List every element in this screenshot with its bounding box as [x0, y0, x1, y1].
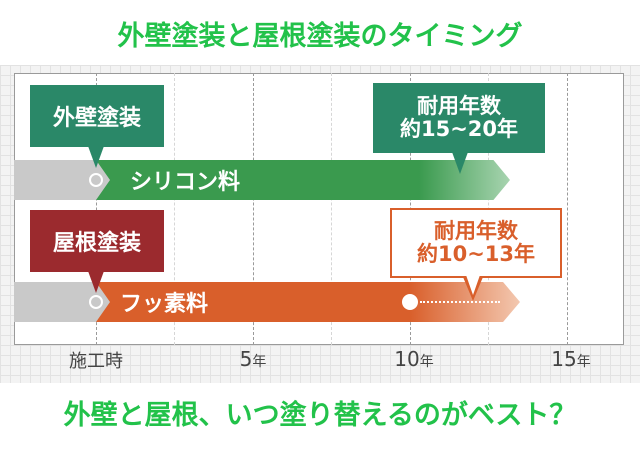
- tick-label: 施工時: [69, 351, 123, 372]
- gridline-minor: [331, 73, 332, 345]
- wall-lifespan-value: 約15~20年: [399, 117, 519, 141]
- wall-lifespan-title: 耐用年数: [417, 93, 501, 118]
- wall-lifespan-pointer-icon: [452, 152, 468, 174]
- chart-title: 外壁塗装と屋根塗装のタイミング: [117, 21, 523, 52]
- tick-number: 10: [394, 347, 420, 371]
- tick-unit: 年: [419, 354, 434, 370]
- tick-unit: 年: [576, 354, 591, 370]
- chart-subtitle: 外壁と屋根、いつ塗り替えるのがベスト？: [63, 400, 577, 431]
- gridline-15-years: [567, 73, 568, 345]
- roof-category-label: 屋根塗装: [52, 231, 141, 256]
- axis-tick-15: 15年: [551, 347, 590, 371]
- tick-number: 15: [551, 347, 577, 371]
- wall-category-tag: 外壁塗装: [30, 85, 164, 147]
- roof-lifespan-title: 耐用年数: [434, 218, 518, 243]
- roof-lifespan-value: 約10~13年: [416, 242, 536, 266]
- roof-10-year-marker: [402, 294, 418, 310]
- fluoro-bar: フッ素料: [96, 282, 520, 322]
- roof-tag-pointer-icon: [88, 271, 104, 293]
- roof-start-marker: [89, 295, 103, 309]
- axis-tick-construction: 施工時: [69, 347, 123, 373]
- roof-lifespan-callout: 耐用年数 約10~13年: [390, 208, 562, 278]
- roof-lifespan-pointer-inner: [466, 275, 480, 295]
- gridline-minor: [174, 73, 175, 345]
- wall-category-label: 外壁塗装: [52, 106, 141, 131]
- roof-dotted-extension: [420, 301, 500, 303]
- silicone-bar: シリコン料: [96, 160, 510, 200]
- wall-start-marker: [89, 173, 103, 187]
- gridline-5-years: [253, 73, 254, 345]
- gridline-construction: [96, 73, 97, 345]
- fluoro-bar-label: フッ素料: [120, 292, 209, 317]
- silicone-bar-label: シリコン料: [130, 170, 241, 195]
- axis-tick-5: 5年: [240, 347, 267, 371]
- wall-lifespan-callout: 耐用年数 約15~20年: [373, 83, 545, 153]
- axis-tick-10: 10年: [394, 347, 433, 371]
- tick-number: 5: [239, 347, 253, 371]
- tick-unit: 年: [252, 354, 267, 370]
- roof-category-tag: 屋根塗装: [30, 210, 164, 272]
- wall-tag-pointer-icon: [88, 146, 104, 168]
